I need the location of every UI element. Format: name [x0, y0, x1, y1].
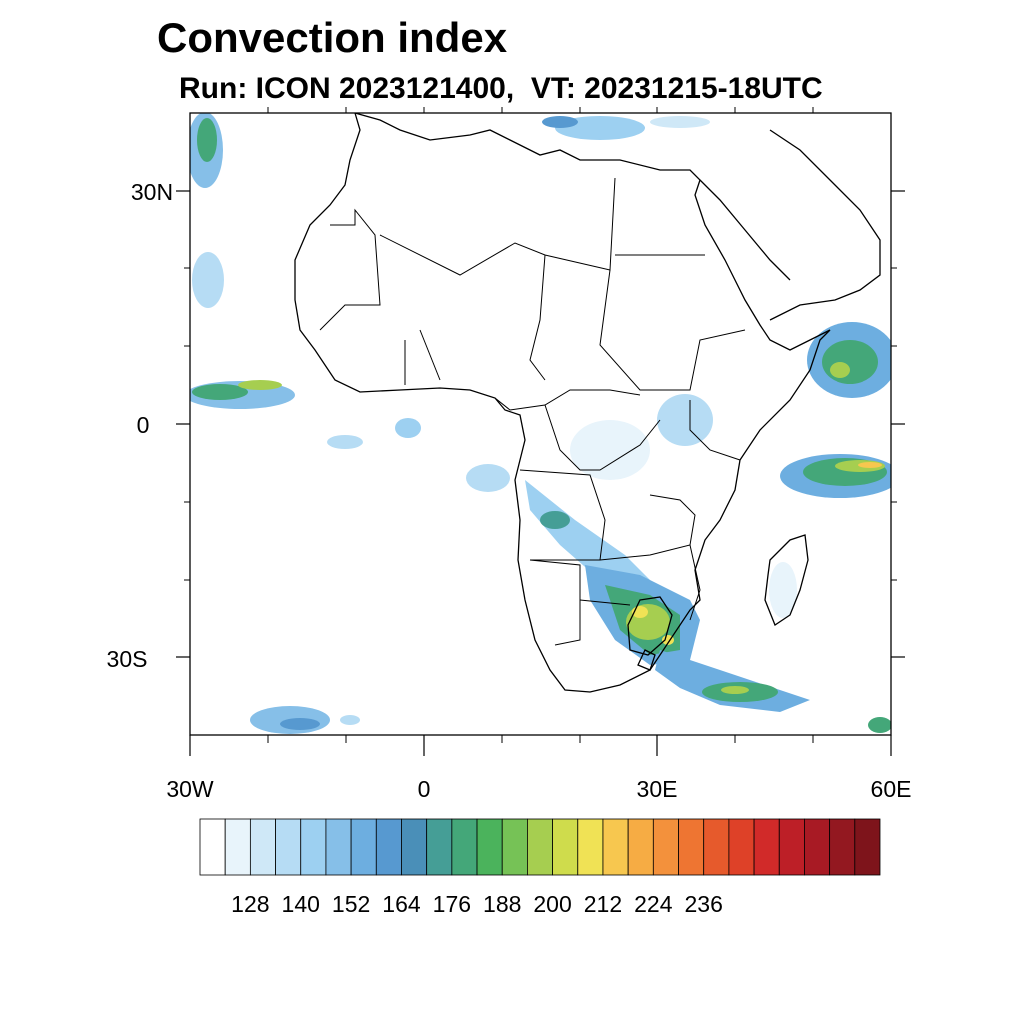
colorbar-swatch — [401, 818, 428, 876]
lon-axis-bottom — [189, 735, 892, 756]
colorbar-swatch — [778, 818, 805, 876]
colorbar-swatch — [451, 818, 478, 876]
colorbar-labels: 128 140 152 164 176 188 200 212 224 236 — [231, 891, 723, 917]
africa-coastline — [294, 113, 881, 693]
colorbar-label: 236 — [685, 891, 723, 917]
map-title: Convection index — [157, 14, 508, 61]
colorbar-swatch — [728, 818, 755, 876]
colorbar-swatch — [199, 818, 226, 876]
convection-field — [190, 113, 891, 734]
colorbar-label: 140 — [282, 891, 320, 917]
colorbar-swatch — [804, 818, 831, 876]
colorbar-swatch — [426, 818, 453, 876]
lat-label-30s: 30S — [107, 646, 148, 672]
colorbar-swatch — [552, 818, 579, 876]
plot-frame — [189, 112, 892, 736]
colorbar-swatch — [577, 818, 604, 876]
lon-label-0: 0 — [418, 776, 431, 802]
lat-axis-left — [176, 190, 190, 658]
colorbar-swatch — [652, 818, 679, 876]
colorbar-swatch — [829, 818, 856, 876]
colorbar-swatch — [602, 818, 629, 876]
colorbar-swatch — [300, 818, 327, 876]
colorbar-label: 212 — [584, 891, 622, 917]
colorbar-swatch — [501, 818, 528, 876]
colorbar — [199, 818, 881, 876]
colorbar-swatch — [275, 818, 302, 876]
colorbar-swatch — [325, 818, 352, 876]
lat-label-0: 0 — [137, 412, 150, 438]
map-subtitle: Run: ICON 2023121400, VT: 20231215-18UTC — [179, 72, 823, 105]
colorbar-label: 188 — [483, 891, 521, 917]
lon-label-30e: 30E — [637, 776, 678, 802]
lat-label-30n: 30N — [131, 179, 173, 205]
colorbar-swatch — [527, 818, 553, 876]
colorbar-swatch — [627, 818, 654, 876]
colorbar-swatch — [375, 818, 402, 876]
country-borders — [319, 177, 746, 646]
colorbar-swatch — [678, 818, 705, 876]
colorbar-swatch — [703, 818, 730, 876]
colorbar-swatch — [350, 818, 377, 876]
colorbar-swatch — [224, 818, 251, 876]
colorbar-label: 128 — [231, 891, 269, 917]
lon-label-30w: 30W — [166, 776, 214, 802]
colorbar-swatch — [476, 818, 503, 876]
colorbar-label: 224 — [634, 891, 673, 917]
colorbar-swatch — [249, 818, 276, 876]
colorbar-swatch — [753, 818, 780, 876]
lon-label-60e: 60E — [871, 776, 912, 802]
lon-axis-top — [267, 107, 814, 113]
lat-axis-right — [891, 190, 905, 658]
colorbar-label: 164 — [382, 891, 421, 917]
colorbar-label: 200 — [533, 891, 571, 917]
colorbar-swatch — [854, 818, 881, 876]
colorbar-label: 176 — [433, 891, 471, 917]
colorbar-label: 152 — [332, 891, 370, 917]
